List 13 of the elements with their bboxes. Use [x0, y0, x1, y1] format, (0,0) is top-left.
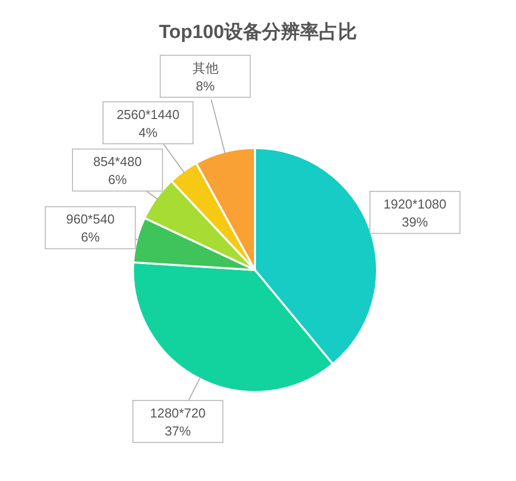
slice-label: 2560*1440 — [116, 106, 180, 122]
slice-label: 其他 — [192, 60, 218, 76]
slice-label: 1920*1080 — [383, 196, 446, 212]
data-label: 6% — [80, 230, 100, 245]
slice-label: 854*480 — [93, 154, 142, 170]
data-label: 4% — [138, 124, 158, 140]
data-label: 6% — [108, 172, 128, 188]
slice-label: 960*540 — [66, 212, 115, 227]
data-label: 8% — [196, 78, 216, 94]
chart-title: Top100设备分辨率占比 — [158, 21, 358, 43]
slice-label: 1280*720 — [150, 405, 206, 420]
data-label: 39% — [402, 214, 428, 230]
data-label: 37% — [164, 423, 192, 438]
